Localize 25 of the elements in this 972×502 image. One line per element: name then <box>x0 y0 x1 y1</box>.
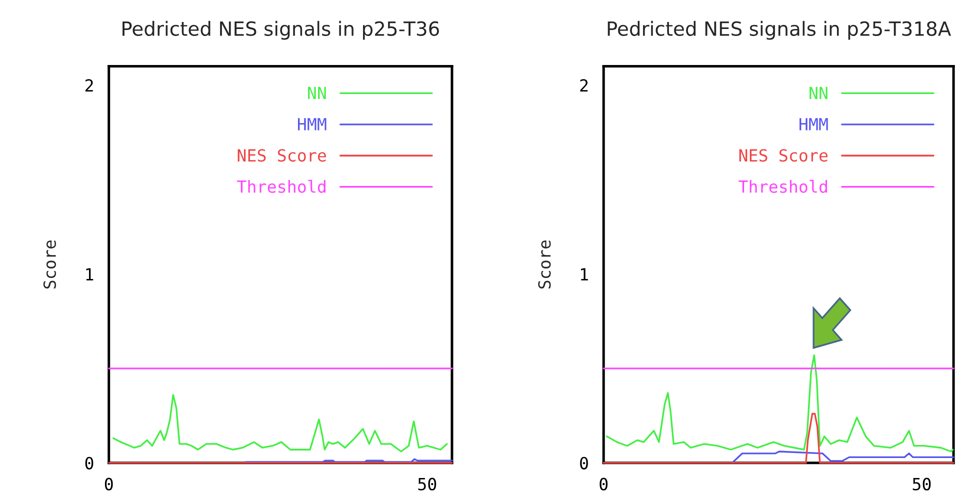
text: HMM <box>298 118 326 130</box>
text: HMM <box>800 118 828 130</box>
x-tick-label: 50 <box>912 478 931 490</box>
y-axis-title: Score <box>43 240 56 289</box>
y-tick-label: 2 <box>85 79 93 92</box>
text: Threshold <box>237 180 326 193</box>
y-tick-label: 1 <box>86 268 94 280</box>
text: NES Score <box>238 149 326 162</box>
chart-title: Pedricted NES signals in p25-T318A <box>608 20 952 40</box>
x-tick-label: 50 <box>418 478 436 490</box>
text: NES Score <box>739 149 828 162</box>
line-series <box>112 394 448 452</box>
text: Threshold <box>738 180 827 193</box>
y-tick-label: 0 <box>85 456 94 470</box>
text: NN <box>810 86 828 100</box>
y-tick-label: 0 <box>580 456 588 470</box>
text: NN <box>308 86 326 100</box>
x-tick-label: 0 <box>104 478 113 490</box>
chart-title: Pedricted NES signals in p25-T36 <box>122 20 439 40</box>
x-tick-label: 0 <box>600 478 608 490</box>
y-axis-title: Score <box>538 240 551 289</box>
line-series <box>731 450 954 464</box>
y-tick-label: 2 <box>580 79 588 92</box>
line-series <box>606 354 954 452</box>
y-tick-label: 1 <box>580 268 588 280</box>
